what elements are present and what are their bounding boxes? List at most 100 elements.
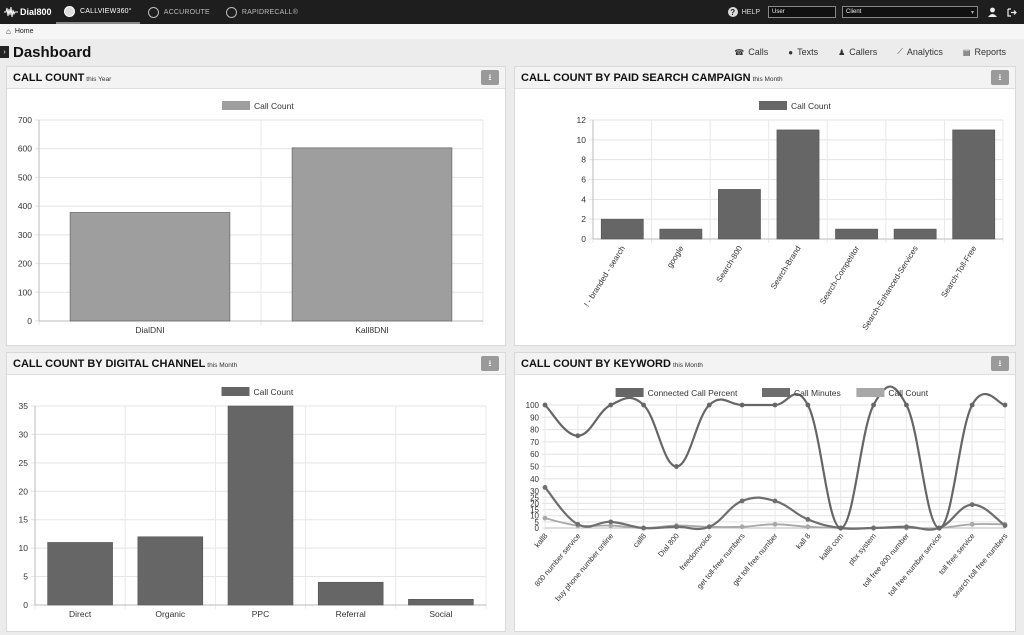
panel-title: CALL COUNT	[13, 71, 85, 84]
x-tick-label: DialDNI	[135, 325, 164, 335]
data-point	[805, 402, 811, 408]
y-tick-label: 0	[581, 234, 586, 244]
x-tick-label: Social	[429, 609, 452, 619]
y-tick-label: 30	[19, 429, 29, 439]
help-label: HELP	[741, 8, 760, 16]
nav-callers[interactable]: ♟ Callers	[838, 47, 877, 57]
series-line	[544, 385, 1006, 530]
data-point	[542, 485, 548, 490]
y-tick-label: 20	[19, 486, 29, 496]
user-icon[interactable]	[984, 0, 1000, 24]
y-tick-label: 10	[19, 543, 29, 553]
panel-subtitle: this Month	[752, 75, 783, 83]
legend-swatch	[222, 101, 250, 110]
download-icon: ⭳	[998, 71, 1002, 82]
client-select-value: Client	[846, 9, 862, 15]
x-tick-label: Search-Brand	[769, 244, 803, 291]
x-tick-label: Search-Toll-Free	[939, 244, 978, 299]
y-tick-label: 20	[530, 499, 539, 508]
data-point	[542, 402, 548, 408]
data-point	[772, 402, 778, 408]
chart-paid-search: 0 2 4 6 8 10 12 ! - branded - search google Searc…	[577, 101, 1004, 332]
nav-analytics[interactable]: ⟋ Analytics	[897, 47, 943, 57]
data-point	[575, 521, 581, 527]
page-title: Dashboard	[13, 43, 92, 61]
bar	[69, 212, 231, 322]
top-navbar: Dial800 CALLVIEW360° ACCUROUTE RAPIDRECA…	[0, 0, 1024, 24]
data-point	[1002, 523, 1008, 528]
help-link[interactable]: ? HELP	[727, 7, 760, 17]
y-tick-label: 4	[581, 194, 586, 204]
data-point	[706, 402, 712, 408]
download-button[interactable]: ⭳	[991, 356, 1009, 371]
bar	[408, 599, 474, 606]
nav-callview360-label: CALLVIEW360°	[80, 7, 132, 15]
y-tick-label: 15	[19, 515, 29, 525]
panel-digital-channel: CALL COUNT BY DIGITAL CHANNEL this Month…	[6, 352, 506, 632]
panel-header: CALL COUNT BY DIGITAL CHANNEL this Month…	[7, 353, 505, 375]
recall-icon	[225, 6, 237, 18]
download-button[interactable]: ⭳	[481, 70, 499, 85]
y-tick-label: 10	[577, 135, 587, 145]
legend-swatch	[762, 388, 790, 397]
bar	[835, 228, 878, 240]
bar	[227, 405, 294, 606]
y-tick-label: 90	[530, 413, 539, 422]
legend-label: Call Count	[791, 101, 831, 111]
y-tick-label: 50	[530, 463, 539, 472]
bar	[952, 129, 996, 240]
bar	[317, 581, 384, 606]
panel-paid-search: CALL COUNT BY PAID SEARCH CAMPAIGN this …	[514, 66, 1016, 346]
data-point	[608, 402, 614, 408]
nav-calls[interactable]: ☎ Calls	[734, 47, 768, 57]
download-button[interactable]: ⭳	[991, 70, 1009, 85]
nav-callview360[interactable]: CALLVIEW360°	[56, 0, 140, 24]
panel-title: CALL COUNT BY PAID SEARCH CAMPAIGN	[521, 71, 751, 84]
x-tick-label: kall8	[533, 532, 550, 550]
panel-header: CALL COUNT this Year ⭳	[7, 67, 505, 89]
breadcrumb-home[interactable]: Home	[14, 28, 34, 35]
y-tick-label: 15	[530, 506, 539, 515]
x-tick-label: Search-800	[715, 244, 745, 284]
data-point	[739, 402, 745, 408]
x-tick-label: buy phone number online	[553, 532, 615, 603]
nav-reports[interactable]: ▤ Reports	[963, 47, 1006, 57]
x-tick-label: search toll free numbers	[950, 531, 1009, 599]
y-tick-label: 80	[530, 426, 539, 435]
download-button[interactable]: ⭳	[481, 356, 499, 371]
nav-reports-label: Reports	[974, 47, 1006, 57]
document-icon: ▤	[962, 47, 971, 57]
user-select[interactable]: User	[768, 6, 836, 18]
data-point	[772, 521, 778, 527]
logout-icon[interactable]	[1004, 0, 1020, 24]
panel-title: CALL COUNT BY DIGITAL CHANNEL	[13, 357, 206, 370]
y-tick-label: 400	[18, 201, 32, 211]
x-tick-label: pbx system	[847, 532, 879, 567]
download-icon: ⭳	[488, 71, 492, 82]
users-icon: ♟	[838, 47, 846, 57]
x-tick-label: kall8 com	[818, 532, 846, 562]
data-point	[641, 525, 646, 531]
x-tick-label: Search-Enhanced-Services	[861, 244, 920, 331]
y-tick-label: 5	[535, 518, 540, 527]
y-tick-label: 300	[18, 230, 32, 240]
nav-texts[interactable]: ● Texts	[788, 47, 818, 57]
nav-rapidrecall[interactable]: RAPIDRECALL®	[218, 0, 306, 24]
y-tick-label: 0	[27, 316, 32, 326]
y-tick-label: 2	[581, 214, 586, 224]
bar	[47, 542, 113, 606]
data-point	[904, 524, 909, 530]
data-point	[936, 525, 942, 531]
dial800-logo[interactable]: Dial800	[0, 0, 56, 24]
home-icon[interactable]: ⌂	[6, 27, 11, 36]
bar	[137, 536, 204, 606]
nav-accuroute[interactable]: ACCUROUTE	[140, 0, 218, 24]
download-icon: ⭳	[488, 357, 492, 368]
bar	[659, 228, 703, 240]
y-tick-label: 0	[535, 524, 540, 533]
x-tick-label: google	[665, 244, 686, 270]
bar	[291, 147, 453, 322]
bar	[893, 228, 937, 240]
client-select[interactable]: Client ▾	[842, 6, 978, 18]
